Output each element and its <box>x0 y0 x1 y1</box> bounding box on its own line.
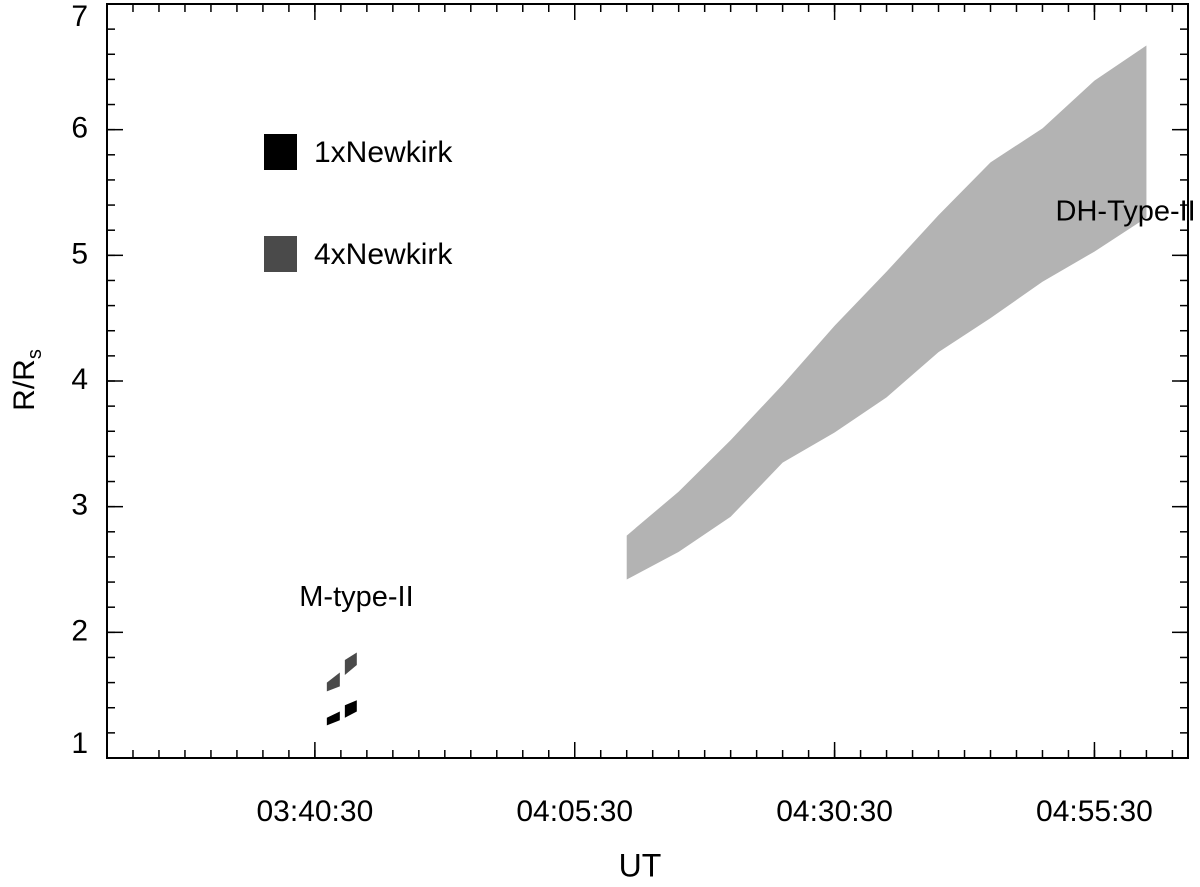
band <box>326 711 340 726</box>
y-label-text: R/R <box>8 359 41 411</box>
y-tick-label: 2 <box>71 614 88 647</box>
annotation: DH-Type-II <box>1056 195 1196 227</box>
x-tick-label: 04:30:30 <box>776 795 893 828</box>
band <box>344 700 357 718</box>
y-tick-label: 7 <box>71 0 88 33</box>
plot-frame <box>106 3 1189 759</box>
legend-label: 4xNewkirk <box>314 238 453 271</box>
y-tick-label: 5 <box>71 237 88 270</box>
y-tick-label: 4 <box>71 363 88 396</box>
y-label-subscript: s <box>24 349 46 359</box>
legend-swatch <box>264 236 297 272</box>
x-tick-label: 03:40:30 <box>256 795 373 828</box>
band <box>344 652 357 676</box>
x-tick-label: 04:55:30 <box>1036 795 1153 828</box>
legend-swatch <box>264 134 297 170</box>
x-axis-label: UT <box>619 847 662 883</box>
x-tick-label: 04:05:30 <box>516 795 633 828</box>
band <box>326 672 340 692</box>
y-tick-label: 3 <box>71 489 88 522</box>
y-tick-label: 1 <box>71 727 88 760</box>
y-axis-label: R/Rs <box>8 349 46 411</box>
y-tick-label: 6 <box>71 112 88 145</box>
legend-label: 1xNewkirk <box>314 136 453 169</box>
annotation: M-type-II <box>299 581 413 613</box>
band <box>626 45 1147 580</box>
